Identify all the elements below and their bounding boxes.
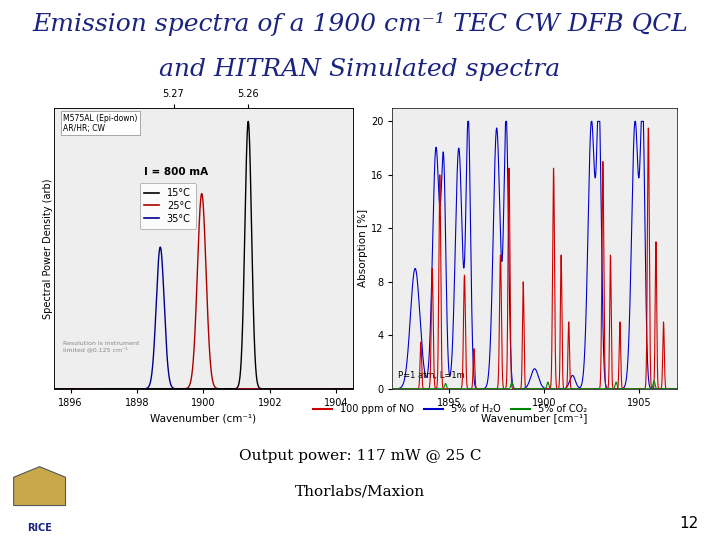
Text: Thorlabs/Maxion: Thorlabs/Maxion bbox=[295, 484, 425, 498]
Text: Emission spectra of a 1900 cm⁻¹ TEC CW DFB QCL: Emission spectra of a 1900 cm⁻¹ TEC CW D… bbox=[32, 12, 688, 36]
Text: Resolution is instrument
limited @0.125 cm⁻¹: Resolution is instrument limited @0.125 … bbox=[63, 341, 140, 353]
Text: RICE: RICE bbox=[27, 523, 52, 532]
Legend: 15°C, 25°C, 35°C: 15°C, 25°C, 35°C bbox=[140, 183, 196, 228]
Text: 12: 12 bbox=[679, 516, 698, 531]
X-axis label: Wavenumber (cm⁻¹): Wavenumber (cm⁻¹) bbox=[150, 414, 256, 423]
Text: and HITRAN Simulated spectra: and HITRAN Simulated spectra bbox=[159, 58, 561, 80]
Y-axis label: Spectral Power Density (arb): Spectral Power Density (arb) bbox=[42, 178, 53, 319]
Text: M575AL (Epi-down)
AR/HR; CW: M575AL (Epi-down) AR/HR; CW bbox=[63, 113, 138, 133]
Text: I = 800 mA: I = 800 mA bbox=[143, 167, 208, 177]
Polygon shape bbox=[14, 467, 66, 505]
Legend: 100 ppm of NO, 5% of H₂O, 5% of CO₂: 100 ppm of NO, 5% of H₂O, 5% of CO₂ bbox=[313, 404, 587, 414]
X-axis label: Wavenumber [cm⁻¹]: Wavenumber [cm⁻¹] bbox=[482, 414, 588, 423]
Text: P=1 atm, L=1m: P=1 atm, L=1m bbox=[398, 372, 465, 380]
Text: Output power: 117 mW @ 25 C: Output power: 117 mW @ 25 C bbox=[239, 449, 481, 463]
Y-axis label: Absorption [%]: Absorption [%] bbox=[359, 210, 368, 287]
